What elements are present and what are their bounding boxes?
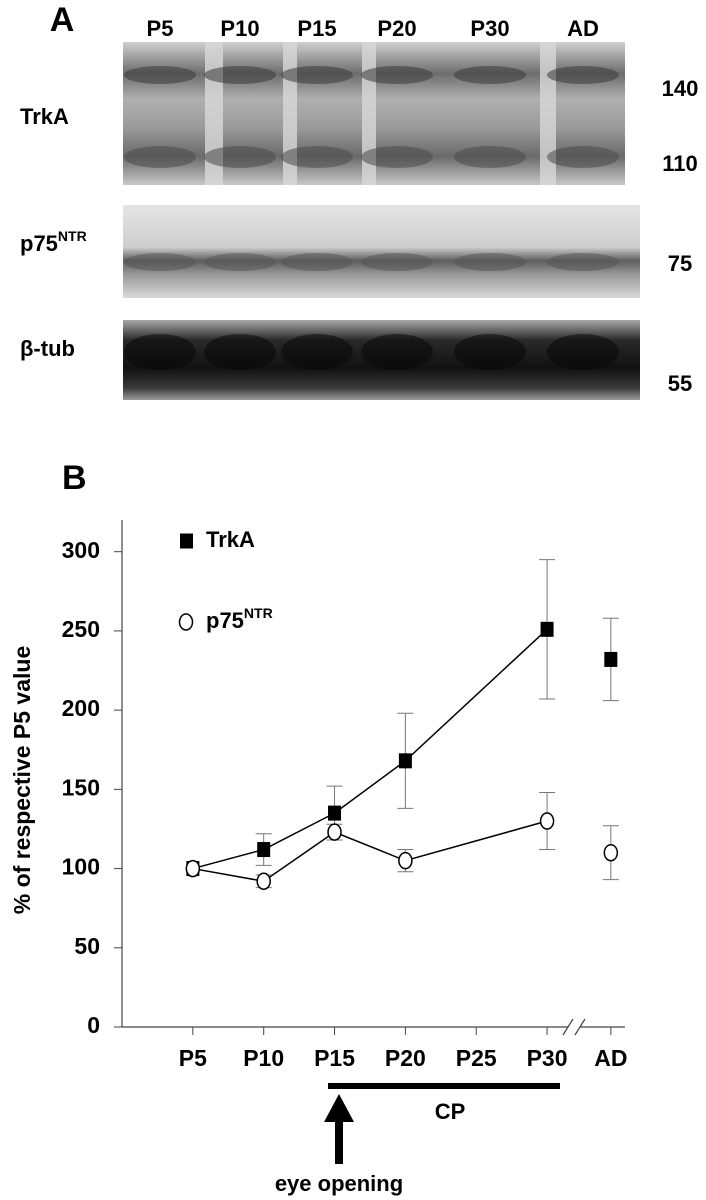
row-label-main: β-tub [20,336,75,361]
lane-gap [540,42,556,185]
legend-marker [180,533,193,549]
blot-band [204,146,276,168]
blot-band [281,334,353,370]
y-tick-label: 50 [74,933,100,959]
y-tick-label: 250 [62,616,100,642]
cp-label: CP [435,1099,466,1124]
blot-band [454,253,526,271]
point [603,843,619,862]
blot-band [281,146,353,168]
point [256,872,271,890]
blot-band [204,334,276,370]
mw-label: 110 [662,151,698,176]
y-tick-label: 100 [62,854,100,880]
row-label-sup: NTR [58,228,87,244]
legend-label-sup: NTR [244,605,273,621]
point [604,651,618,667]
legend-marker [178,613,194,631]
point [327,823,342,841]
x-tick-label: P30 [527,1045,568,1071]
blot-band [454,334,526,370]
legend-label-main: p75 [206,608,244,633]
blot-band [124,146,196,168]
blot-band [124,66,196,84]
lane-label: P15 [297,16,336,41]
axis-break [562,1018,574,1036]
legend-label-main: TrkA [206,527,255,552]
y-tick-label: 150 [62,774,100,800]
point [328,805,342,821]
point [185,859,201,878]
y-axis-label: % of respective P5 value [9,646,35,914]
blot-band [547,146,619,168]
mw-label: 75 [668,251,692,276]
blot-band [547,334,619,370]
point [398,851,413,870]
point [398,753,412,769]
axis-break [574,1018,586,1036]
x-tick-label: P15 [314,1045,355,1071]
x-tick-label: P20 [385,1045,426,1071]
legend-label: TrkA [206,527,255,552]
blot-band [281,66,353,84]
mw-label: 55 [668,371,692,396]
x-tick-label: AD [594,1045,627,1071]
blot-band [204,66,276,84]
y-tick-label: 200 [62,695,100,721]
blot-band [361,146,433,168]
lane-label: P5 [147,16,174,41]
x-tick-label: P25 [456,1045,497,1071]
row-label: β-tub [20,336,75,361]
row-label: p75NTR [20,228,87,256]
cp-bar [328,1083,560,1089]
x-tick-label: P5 [179,1045,207,1071]
lane-label: P10 [220,16,259,41]
blot-band [547,66,619,84]
lane-label: AD [567,16,599,41]
arrow-shaft [335,1120,343,1164]
y-tick-label: 300 [62,537,100,563]
event-label: eye opening [275,1171,403,1196]
panel-label: B [62,459,87,497]
row-label-main: TrkA [20,104,69,129]
blot-band [124,253,196,271]
blot-band [124,334,196,370]
series-line [192,820,548,883]
point [539,812,555,830]
blot-band [547,253,619,271]
lane-label: P20 [377,16,416,41]
panel-label: A [50,1,75,39]
blot-band [361,334,433,370]
row-label-main: p75 [20,231,58,256]
mw-label: 140 [662,76,699,101]
y-tick-label: 0 [87,1012,100,1038]
arrow-head [324,1094,354,1122]
blot-band [281,253,353,271]
series-line [192,628,548,870]
x-tick-label: P10 [243,1045,284,1071]
blot-band [454,146,526,168]
point [257,842,271,858]
legend-label: p75NTR [206,605,273,633]
blot-band [361,66,433,84]
blot-p75 [123,205,640,298]
point [540,621,554,637]
blot-band [361,253,433,271]
lane-label: P30 [470,16,509,41]
blot-band [204,253,276,271]
row-label: TrkA [20,104,69,129]
blot-band [454,66,526,84]
